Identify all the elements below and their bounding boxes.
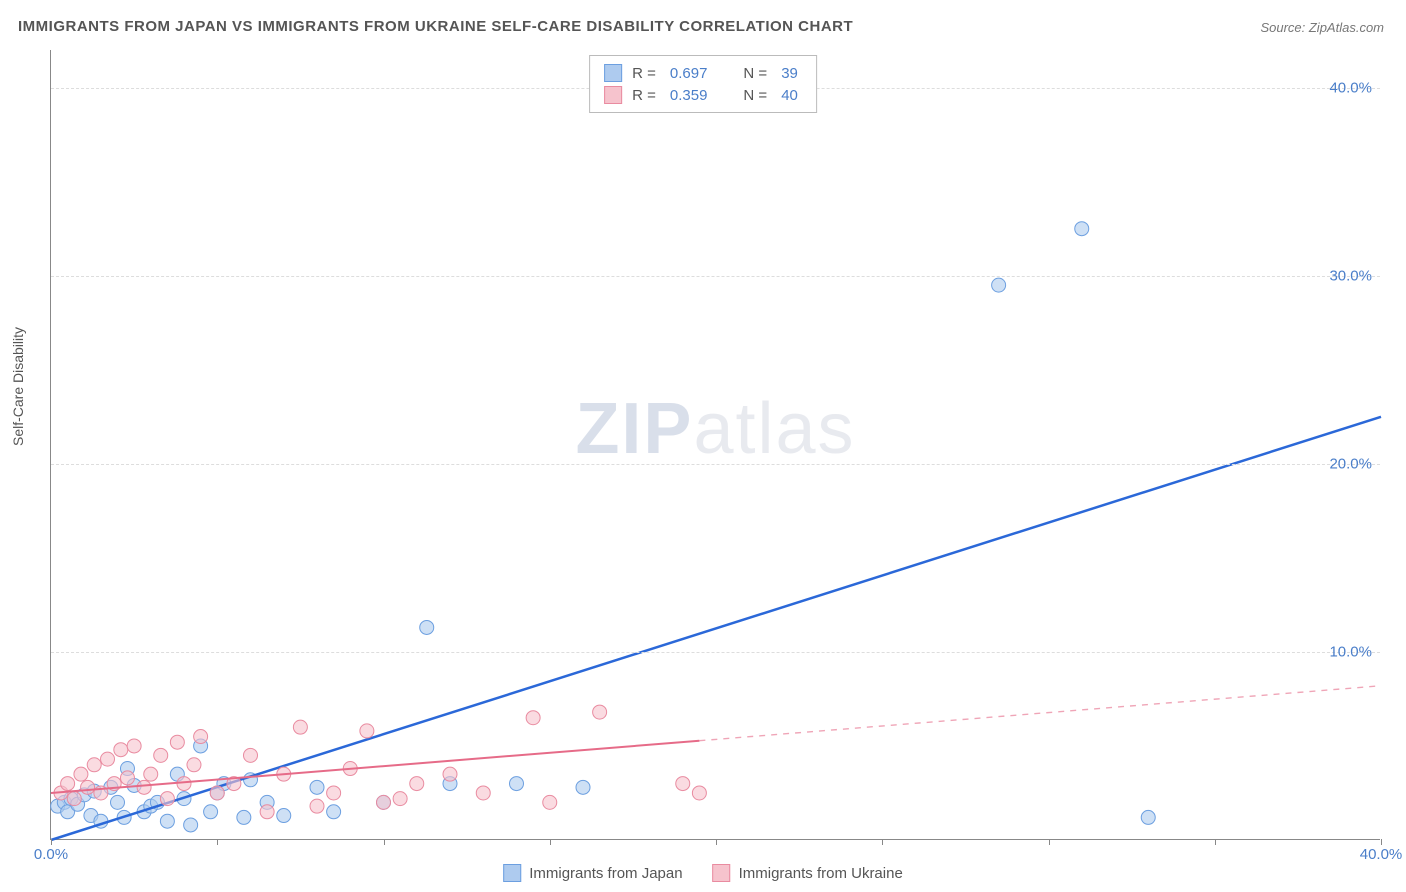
trend-line-dashed xyxy=(699,686,1381,741)
x-tick-label: 40.0% xyxy=(1360,846,1403,863)
data-point xyxy=(420,620,434,634)
gridline xyxy=(51,464,1380,465)
legend-n-label: N = xyxy=(743,87,767,104)
data-point xyxy=(144,767,158,781)
data-point xyxy=(676,777,690,791)
legend-rn-row: R = 0.697 N = 39 xyxy=(604,62,802,84)
data-point xyxy=(277,809,291,823)
data-point xyxy=(204,805,218,819)
data-point xyxy=(310,799,324,813)
data-point xyxy=(160,814,174,828)
x-tick-mark xyxy=(1381,839,1382,845)
data-point xyxy=(293,720,307,734)
data-point xyxy=(160,792,174,806)
data-point xyxy=(74,767,88,781)
data-point xyxy=(67,792,81,806)
data-point xyxy=(81,780,95,794)
y-tick-label: 40.0% xyxy=(1329,79,1372,96)
data-point xyxy=(327,805,341,819)
plot-area: ZIPatlas 10.0%20.0%30.0%40.0%0.0%40.0% xyxy=(50,50,1380,840)
data-point xyxy=(260,805,274,819)
data-point xyxy=(237,810,251,824)
data-point xyxy=(576,780,590,794)
data-point xyxy=(101,752,115,766)
chart-title: IMMIGRANTS FROM JAPAN VS IMMIGRANTS FROM… xyxy=(18,18,853,35)
data-point xyxy=(170,735,184,749)
legend-r-label: R = xyxy=(632,87,656,104)
source-label: Source: ZipAtlas.com xyxy=(1260,20,1384,35)
data-point xyxy=(154,748,168,762)
x-tick-label: 0.0% xyxy=(34,846,68,863)
data-point xyxy=(187,758,201,772)
data-point xyxy=(114,743,128,757)
gridline xyxy=(51,652,1380,653)
data-point xyxy=(410,777,424,791)
trend-line xyxy=(51,741,699,793)
data-point xyxy=(184,818,198,832)
legend-swatch xyxy=(503,864,521,882)
x-tick-mark xyxy=(1215,839,1216,845)
legend-item: Immigrants from Japan xyxy=(503,864,682,882)
data-point xyxy=(476,786,490,800)
legend-label: Immigrants from Ukraine xyxy=(739,865,903,882)
data-point xyxy=(87,758,101,772)
data-point xyxy=(137,780,151,794)
y-tick-label: 20.0% xyxy=(1329,455,1372,472)
legend-swatch xyxy=(604,64,622,82)
gridline xyxy=(51,276,1380,277)
data-point xyxy=(443,767,457,781)
data-point xyxy=(120,771,134,785)
legend-n-value: 39 xyxy=(781,65,798,82)
legend-r-value: 0.359 xyxy=(670,87,708,104)
data-point xyxy=(692,786,706,800)
x-tick-mark xyxy=(51,839,52,845)
legend-label: Immigrants from Japan xyxy=(529,865,682,882)
legend-series: Immigrants from Japan Immigrants from Ukr… xyxy=(503,864,903,882)
x-tick-mark xyxy=(384,839,385,845)
data-point xyxy=(327,786,341,800)
data-point xyxy=(61,777,75,791)
data-point xyxy=(393,792,407,806)
legend-rn-row: R = 0.359 N = 40 xyxy=(604,84,802,106)
chart-svg xyxy=(51,50,1380,839)
legend-item: Immigrants from Ukraine xyxy=(713,864,903,882)
data-point xyxy=(543,795,557,809)
data-point xyxy=(593,705,607,719)
legend-n-value: 40 xyxy=(781,87,798,104)
legend-swatch xyxy=(604,86,622,104)
legend-r-value: 0.697 xyxy=(670,65,708,82)
legend-r-label: R = xyxy=(632,65,656,82)
x-tick-mark xyxy=(1049,839,1050,845)
y-tick-label: 30.0% xyxy=(1329,267,1372,284)
legend-correlation: R = 0.697 N = 39 R = 0.359 N = 40 xyxy=(589,55,817,113)
data-point xyxy=(310,780,324,794)
y-axis-label: Self-Care Disability xyxy=(10,327,26,446)
data-point xyxy=(1141,810,1155,824)
x-tick-mark xyxy=(882,839,883,845)
legend-n-label: N = xyxy=(743,65,767,82)
data-point xyxy=(244,748,258,762)
data-point xyxy=(111,795,125,809)
data-point xyxy=(1075,222,1089,236)
legend-swatch xyxy=(713,864,731,882)
x-tick-mark xyxy=(217,839,218,845)
data-point xyxy=(127,739,141,753)
y-tick-label: 10.0% xyxy=(1329,643,1372,660)
x-tick-mark xyxy=(716,839,717,845)
data-point xyxy=(360,724,374,738)
data-point xyxy=(210,786,224,800)
data-point xyxy=(526,711,540,725)
data-point xyxy=(377,795,391,809)
x-tick-mark xyxy=(550,839,551,845)
data-point xyxy=(194,730,208,744)
data-point xyxy=(992,278,1006,292)
data-point xyxy=(510,777,524,791)
